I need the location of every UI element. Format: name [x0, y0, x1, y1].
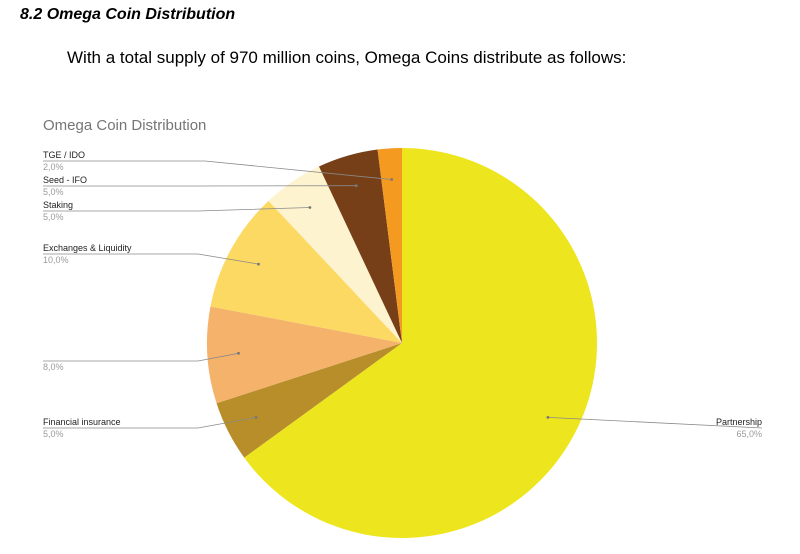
- section-heading: 8.2 Omega Coin Distribution: [20, 6, 236, 23]
- slice-labels: Partnership 65,0% Financial insurance 5,0% 8…: [43, 150, 763, 439]
- pie-slice-financial-insurance: [216, 343, 402, 458]
- slice-value-label: 65,0%: [736, 429, 762, 439]
- pie-slice-seed-ifo: [318, 149, 402, 343]
- slice-label: Staking: [43, 200, 73, 210]
- slice-value-label: 5,0%: [43, 187, 64, 197]
- slice-label: Seed - IFO: [43, 175, 87, 185]
- leader-dot: [254, 416, 258, 419]
- leader-line: [43, 160, 392, 180]
- pie-slice-partnership: [244, 148, 597, 538]
- pie-slices: [206, 148, 597, 538]
- leader-line: [43, 352, 239, 362]
- pie-slice-tge-ido: [377, 148, 402, 343]
- intro-text: With a total supply of 970 million coins…: [67, 48, 627, 67]
- slice-value-label: 5,0%: [43, 212, 64, 222]
- slice-value-label: 8,0%: [43, 362, 64, 372]
- slice-label: Partnership: [716, 417, 762, 427]
- pie-slice-unlabeled-2: [206, 306, 402, 404]
- leader-line: [547, 417, 763, 429]
- leader-dot: [237, 351, 240, 355]
- leader-dot: [308, 206, 312, 209]
- pie-slice-exchanges-liquidity: [210, 200, 402, 343]
- slice-label: Exchanges & Liquidity: [43, 243, 132, 253]
- slice-value-label: 2,0%: [43, 162, 64, 172]
- leader-dot: [546, 416, 550, 419]
- chart-title: Omega Coin Distribution: [43, 117, 206, 134]
- leader-dot: [390, 178, 394, 181]
- leader-dot: [257, 262, 260, 266]
- slice-label: Financial insurance: [43, 417, 121, 427]
- slice-label: TGE / IDO: [43, 150, 85, 160]
- leader-line: [43, 417, 257, 429]
- slice-value-label: 5,0%: [43, 429, 64, 439]
- slice-value-label: 10,0%: [43, 255, 69, 265]
- leader-line: [43, 253, 259, 265]
- pie-slice-staking: [268, 166, 402, 343]
- leader-dot: [354, 184, 358, 188]
- leader-line: [43, 207, 310, 212]
